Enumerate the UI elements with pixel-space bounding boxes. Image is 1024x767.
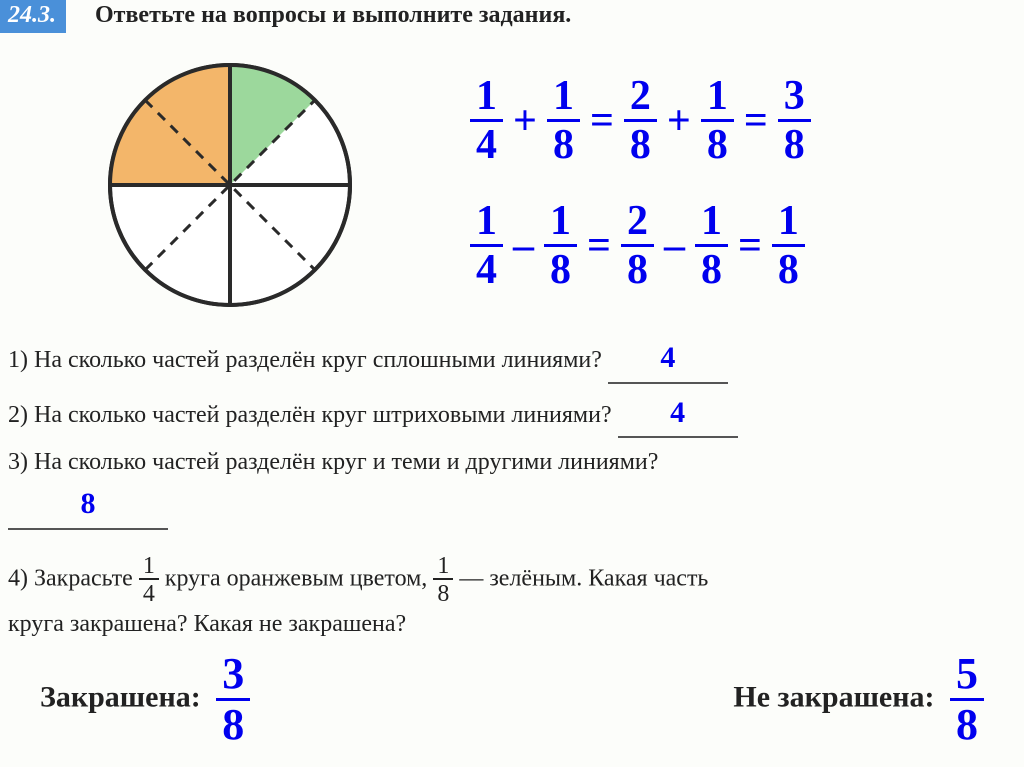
fraction-circle [100,55,360,315]
question-2: 2) На сколько частей разделён круг штрих… [8,390,1016,439]
equation-1: 14 + 18 = 28 + 18 = 38 [470,75,811,166]
filled-answer: Закрашена: 38 [40,652,250,747]
questions-block: 1) На сколько частей разделён круг сплош… [8,335,1016,649]
q1-answer: 4 [660,341,675,374]
equation-2: 14 – 18 = 28 – 18 = 18 [470,200,811,291]
q3-answer: 8 [81,487,96,520]
question-4: 4) Закрасьте 14 круга оранжевым цветом, … [8,554,1016,643]
question-1: 1) На сколько частей разделён круг сплош… [8,335,1016,384]
inline-fraction-1-8: 18 [433,554,453,606]
page-title: Ответьте на вопросы и выполните задания. [95,2,571,29]
question-3: 3) На сколько частей разделён круг и тем… [8,444,1016,530]
q2-answer: 4 [670,396,685,429]
q1-text: 1) На сколько частей разделён круг сплош… [8,347,602,373]
unfilled-answer: Не закрашена: 58 [733,652,984,747]
equations-block: 14 + 18 = 28 + 18 = 38 14 – 18 = 28 – 18… [470,75,811,325]
inline-fraction-1-4: 14 [139,554,159,606]
q2-text: 2) На сколько частей разделён круг штрих… [8,402,612,428]
footer-answers: Закрашена: 38 Не закрашена: 58 [40,652,984,747]
exercise-badge: 24.3. [0,0,66,33]
filled-label: Закрашена: [40,680,201,713]
unfilled-label: Не закрашена: [733,680,934,713]
q3-text: 3) На сколько частей разделён круг и тем… [8,449,658,475]
